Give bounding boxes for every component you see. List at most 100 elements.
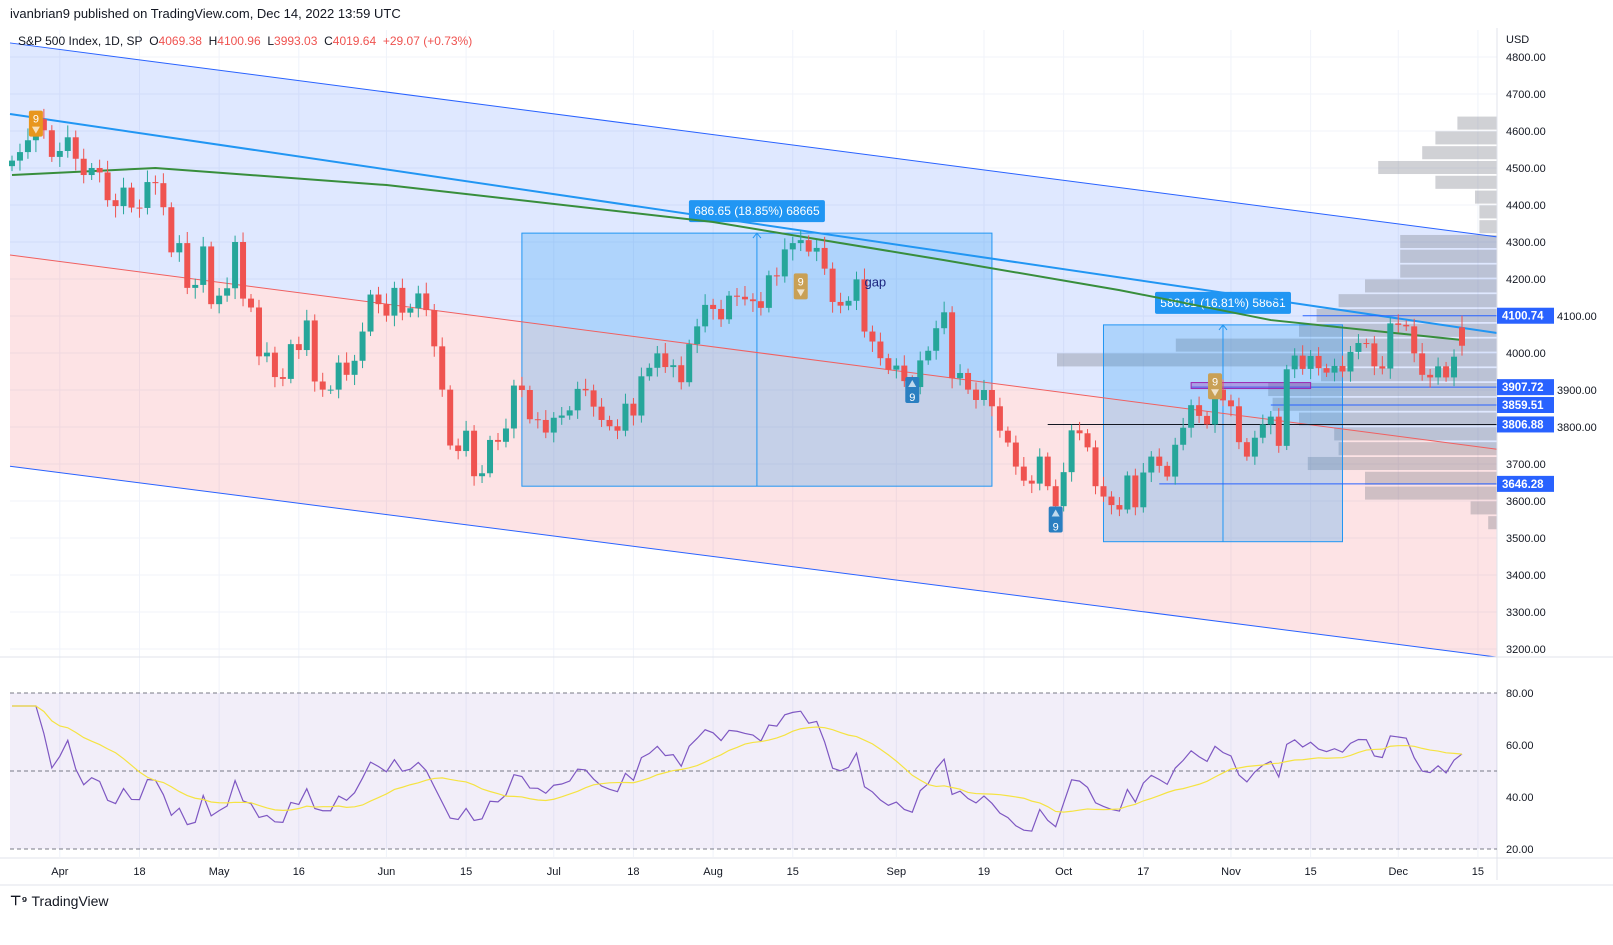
candle xyxy=(662,343,669,373)
candle-body xyxy=(1435,366,1442,378)
candle xyxy=(1323,363,1330,377)
candle-body xyxy=(773,275,780,277)
candle-body xyxy=(1044,456,1051,487)
candle-body xyxy=(1108,496,1115,506)
candle xyxy=(1387,317,1394,379)
td-sequential-marker: 9 xyxy=(793,273,808,300)
candle xyxy=(1243,437,1250,461)
candle-body xyxy=(391,287,398,316)
candle-body xyxy=(1156,456,1163,466)
price-level-tag xyxy=(1497,379,1554,396)
channel-upper-fill xyxy=(10,42,1497,450)
candle xyxy=(718,299,725,327)
candle xyxy=(128,182,135,213)
candle xyxy=(208,241,215,309)
symbol-label[interactable]: S&P 500 Index, 1D, SP xyxy=(18,34,143,48)
candle xyxy=(1044,452,1051,491)
candle-body xyxy=(343,362,350,375)
candle-body xyxy=(1132,475,1139,508)
candle-body xyxy=(295,344,302,351)
candle-body xyxy=(550,417,557,433)
candle xyxy=(1443,361,1450,382)
candle-body xyxy=(590,390,597,407)
candle xyxy=(1315,347,1322,376)
marker-bg xyxy=(28,110,43,137)
candle-body xyxy=(9,160,15,167)
volume-profile-bar xyxy=(1378,160,1497,175)
price-tick-label: 3300.00 xyxy=(1506,607,1546,619)
measure-arrowhead xyxy=(1218,324,1228,331)
volume-profile-bar xyxy=(1400,234,1497,249)
candle xyxy=(48,125,55,162)
channel-middle-line xyxy=(9,112,1498,335)
candle-body xyxy=(1315,355,1322,369)
candle-body xyxy=(216,295,223,305)
candle-body xyxy=(1371,343,1378,367)
time-tick-label: 15 xyxy=(1305,866,1317,878)
candle xyxy=(749,293,756,312)
candle-body xyxy=(734,295,740,297)
candle xyxy=(980,379,987,406)
measure-label: 686.65 (18.85%) 68665 xyxy=(688,200,825,223)
candle xyxy=(335,355,342,399)
candle xyxy=(399,278,406,321)
time-tick-label: Jul xyxy=(547,866,561,878)
candle xyxy=(88,163,95,181)
candle xyxy=(678,356,685,390)
candle-body xyxy=(48,130,55,157)
time-tick-label: Apr xyxy=(51,866,68,878)
candle xyxy=(877,332,884,366)
candle xyxy=(303,309,310,356)
marker-text: 9 xyxy=(1212,376,1218,388)
time-tick-label: Dec xyxy=(1388,866,1408,878)
candle xyxy=(670,359,677,378)
candle xyxy=(558,407,565,425)
candle-body xyxy=(1227,400,1234,407)
candle-body xyxy=(1140,472,1147,508)
candle-body xyxy=(1164,465,1171,477)
candle xyxy=(136,199,143,218)
candle xyxy=(1363,338,1370,348)
candle xyxy=(487,435,494,478)
candle-body xyxy=(1259,424,1266,438)
time-tick-label: Oct xyxy=(1055,866,1072,878)
candle xyxy=(16,143,23,171)
candle xyxy=(821,236,828,275)
candle xyxy=(463,420,470,457)
candle-body xyxy=(1347,351,1354,372)
candle-body xyxy=(1339,365,1346,372)
price-tick-label: 3700.00 xyxy=(1506,459,1546,471)
candle xyxy=(423,282,430,317)
candle xyxy=(96,159,103,183)
candle xyxy=(534,412,541,429)
volume-profile-bar xyxy=(1321,368,1497,382)
candle-body xyxy=(598,406,605,420)
candle-body xyxy=(654,353,661,368)
candle-body xyxy=(1116,505,1123,510)
candle xyxy=(1100,476,1107,502)
candle xyxy=(72,130,79,171)
currency-label: USD xyxy=(1506,34,1529,46)
volume-profile-bar xyxy=(1057,353,1497,367)
candle-body xyxy=(805,240,812,252)
candle xyxy=(1251,430,1258,465)
candle-body xyxy=(718,308,725,320)
candle xyxy=(614,419,621,440)
candle-body xyxy=(1148,456,1155,473)
candle xyxy=(1092,440,1099,495)
candle-body xyxy=(638,376,645,416)
rsi-tick-label: 80.00 xyxy=(1506,688,1534,700)
measure-label-text: 686.65 (18.85%) 68665 xyxy=(694,204,820,218)
candle-body xyxy=(741,296,748,300)
candle xyxy=(765,270,772,313)
candle xyxy=(518,376,525,398)
candle xyxy=(1060,462,1067,512)
candle-body xyxy=(224,288,231,296)
candle-body xyxy=(271,352,278,378)
volume-profile-bar xyxy=(1400,264,1497,278)
candle-body xyxy=(248,298,255,308)
candle xyxy=(1259,414,1266,444)
channel-upper-line xyxy=(9,42,1498,238)
candle-body xyxy=(1251,437,1258,457)
